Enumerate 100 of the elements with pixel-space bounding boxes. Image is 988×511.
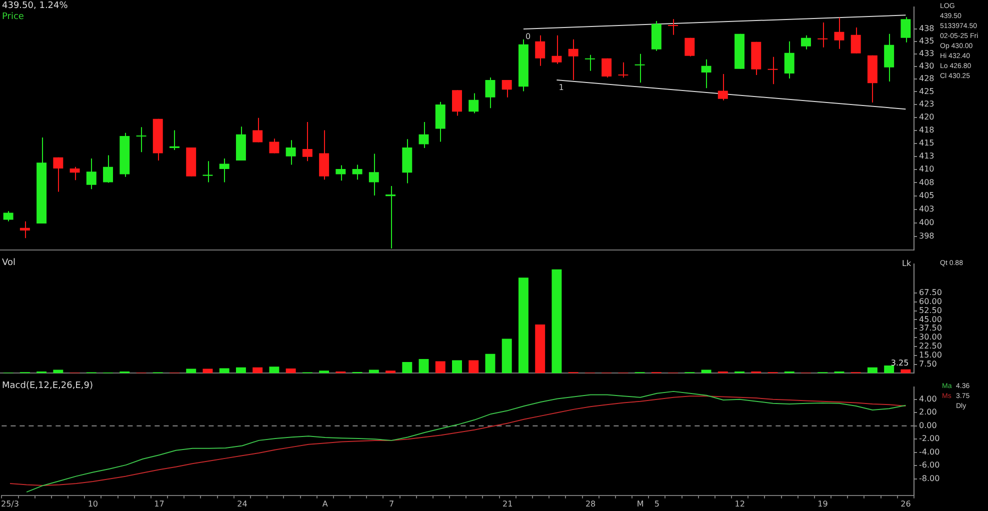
bar <box>236 367 246 374</box>
bar <box>518 278 528 374</box>
candlestick <box>452 90 462 116</box>
candlestick <box>900 16 911 43</box>
bar <box>535 324 546 374</box>
candlestick <box>518 38 528 92</box>
chart-title: Macd(E,12,E,26,E,9) <box>2 381 93 392</box>
bar <box>452 360 462 374</box>
y-tick-label: 410 <box>919 164 934 174</box>
candlestick <box>186 146 196 177</box>
bar <box>552 269 562 374</box>
candlestick <box>850 26 861 54</box>
y-tick-label: 4.00 <box>919 394 937 404</box>
y-tick-label: 430 <box>919 61 934 70</box>
y-tick-label: 418 <box>919 125 934 134</box>
bar <box>252 367 263 374</box>
candlestick <box>36 137 47 224</box>
candlestick <box>319 130 330 180</box>
bar <box>402 362 412 374</box>
x-tick-label: 26 <box>900 499 911 508</box>
y-tick-label: 405 <box>919 191 934 200</box>
candlestick <box>701 58 712 89</box>
bar <box>386 370 396 374</box>
y-tick-label: 435 <box>919 36 934 46</box>
bar <box>900 369 911 374</box>
bar <box>286 368 296 374</box>
candlestick <box>535 34 546 66</box>
y-tick-label: 413 <box>919 151 934 160</box>
candlestick <box>269 138 280 154</box>
x-tick-label: A <box>322 499 328 508</box>
x-tick-label: 17 <box>154 499 164 508</box>
y-tick-label: 425 <box>919 86 934 96</box>
series-label: 0 <box>525 32 531 42</box>
y-tick-label: 60.00 <box>919 296 942 306</box>
candlestick <box>734 33 744 70</box>
bar <box>418 359 429 374</box>
bar <box>319 370 330 374</box>
candlestick <box>634 53 645 84</box>
candlestick <box>368 153 379 196</box>
data-label: 3.25 <box>890 358 909 368</box>
bar <box>186 368 196 374</box>
y-tick-label: 52.50 <box>919 306 942 315</box>
bar <box>435 361 446 374</box>
y-axis-title: Lk <box>902 259 912 268</box>
series-label: 1 <box>558 83 564 92</box>
candlestick <box>884 33 894 82</box>
bar <box>202 368 213 374</box>
y-tick-label: 15.00 <box>919 350 942 360</box>
y-tick-label: 67.50 <box>919 288 942 298</box>
x-tick-label: 21 <box>502 499 513 508</box>
candlestick <box>684 37 695 57</box>
candlestick <box>352 164 362 180</box>
candlestick <box>800 34 811 50</box>
bar <box>219 368 230 374</box>
y-tick-label: 433 <box>919 48 934 58</box>
y-tick-label: 22.50 <box>919 342 942 351</box>
candlestick <box>602 58 612 78</box>
candlestick <box>584 54 595 72</box>
y-tick-label: 2.00 <box>919 408 937 417</box>
candlestick <box>236 126 246 162</box>
y-tick-label: 438 <box>919 24 934 34</box>
candlestick <box>3 210 14 222</box>
candlestick <box>302 121 312 162</box>
x-tick-label: 10 <box>88 499 98 508</box>
bar <box>485 354 496 374</box>
bar <box>269 366 280 374</box>
bar <box>867 367 878 374</box>
x-tick-label: 19 <box>818 499 828 508</box>
bar <box>468 360 479 374</box>
candlestick <box>834 17 844 50</box>
x-tick-label: 28 <box>585 499 596 508</box>
bar <box>884 365 894 374</box>
candlestick <box>219 158 230 183</box>
candlestick <box>784 40 794 80</box>
y-tick-label: -2.00 <box>919 434 940 444</box>
candlestick <box>668 18 678 36</box>
y-tick-label: 428 <box>919 74 934 84</box>
y-tick-label: -8.00 <box>919 474 940 483</box>
x-tick-label: 7 <box>388 499 394 508</box>
y-tick-label: 408 <box>919 178 934 187</box>
y-tick-label: 0.00 <box>919 420 937 430</box>
candlestick <box>552 34 562 64</box>
candlestick <box>568 38 578 81</box>
chart-title: Vol <box>2 258 16 269</box>
candlestick <box>651 20 662 52</box>
y-tick-label: -4.00 <box>919 447 940 456</box>
candlestick <box>336 164 346 182</box>
x-tick-label: 24 <box>237 499 248 508</box>
chart-title: 439.50, 1.24% <box>2 1 68 12</box>
y-tick-label: 420 <box>919 112 934 122</box>
text: Price <box>2 12 25 23</box>
y-tick-label: 7.50 <box>919 359 937 368</box>
bar <box>502 338 512 374</box>
candlestick <box>53 156 64 192</box>
x-tick-label: 5 <box>654 499 660 508</box>
y-tick-label: -6.00 <box>919 460 940 470</box>
y-tick-label: 415 <box>919 138 934 148</box>
candlestick <box>867 54 878 103</box>
candlestick <box>618 62 628 78</box>
candlestick <box>286 140 296 166</box>
